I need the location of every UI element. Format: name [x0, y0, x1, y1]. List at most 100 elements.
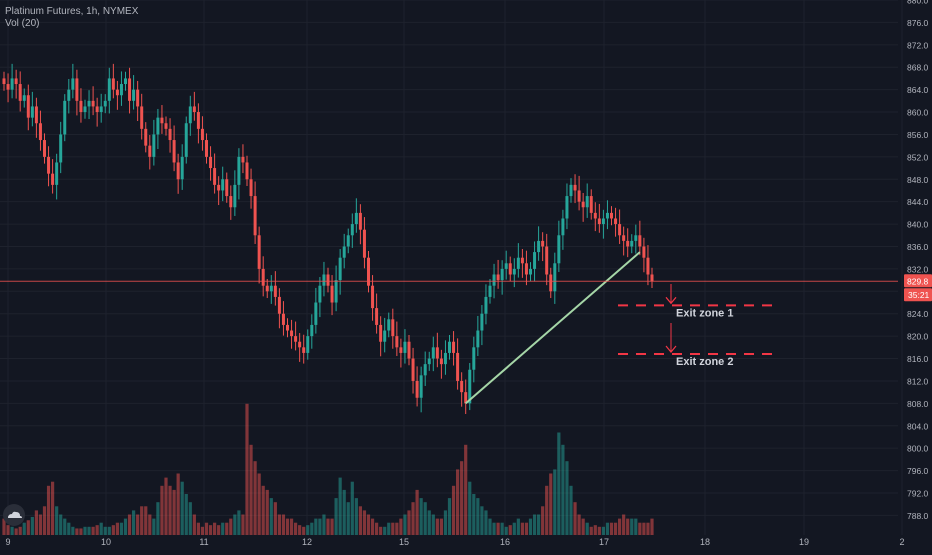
candle-body [257, 235, 261, 269]
candle-body [322, 274, 326, 286]
grid [0, 0, 903, 535]
volume-bar [375, 522, 379, 535]
candle-body [533, 252, 537, 269]
candle-body [342, 246, 346, 258]
volume-bar [213, 522, 217, 535]
volume-bar [387, 522, 391, 535]
candle-body [213, 168, 217, 185]
candle-body [192, 106, 196, 113]
volume-bar [34, 510, 38, 535]
volume-bar [500, 522, 504, 535]
candle-body [144, 128, 148, 146]
candle-body [30, 106, 34, 118]
volume-bar [634, 518, 638, 535]
volume-bar [99, 522, 103, 535]
axes: 788.0 792.0 796.0 800.0 804.0 808.0 812.0 816.0… [5, 0, 932, 547]
volume-bar [164, 477, 168, 535]
candle-body [472, 347, 476, 370]
volume-bar [217, 525, 221, 535]
volume-bar [622, 514, 626, 535]
volume-bar [298, 525, 302, 535]
volume-bar [38, 514, 43, 535]
volume-bar [508, 525, 512, 535]
candle-body [383, 330, 387, 342]
candle-body [273, 285, 277, 297]
volume-bar [334, 498, 338, 535]
volume-bar [630, 518, 634, 535]
candle-body [367, 257, 370, 286]
candle-body [87, 100, 91, 107]
volume-bar [79, 528, 83, 535]
volume-bar [605, 522, 610, 535]
volume-bar [383, 526, 387, 535]
candle-body [294, 336, 298, 342]
symbol-title[interactable]: Platinum Futures, 1h, NYMEX [5, 6, 139, 17]
cloud-icon [8, 511, 22, 518]
candle-body [95, 106, 99, 113]
volume-bar [136, 514, 140, 535]
volume-bar [306, 525, 310, 535]
y-tick-label: 868.0 [907, 63, 929, 73]
volume-bar [618, 518, 622, 535]
candle-body [407, 341, 411, 359]
drawings[interactable]: Exit zone 1 Exit zone 2 [0, 251, 898, 405]
volume-bar [245, 403, 249, 535]
candle-body [91, 100, 95, 107]
candle-body [281, 313, 285, 325]
volume-bar [456, 469, 460, 535]
volume-bar [51, 481, 55, 535]
candle-body [225, 179, 229, 197]
volume-bar [123, 518, 128, 535]
candle-body [176, 162, 180, 180]
exit-zone-label: Exit zone 2 [676, 356, 733, 368]
volume-bar [302, 526, 306, 535]
candle-body [557, 235, 561, 264]
volume-bar [577, 514, 581, 535]
volume-bar [512, 522, 516, 535]
x-tick-label: 15 [399, 537, 409, 547]
volume-bar [484, 510, 488, 535]
volume-bar [176, 473, 180, 535]
candle-body [610, 212, 613, 219]
candle-body [75, 78, 79, 101]
volume-bar [285, 518, 290, 535]
volume-bar [55, 506, 59, 535]
candle-body [265, 285, 269, 292]
candle-body [387, 319, 391, 331]
volume-bar [366, 514, 371, 535]
candle-body [160, 117, 164, 124]
tradingview-logo[interactable] [3, 504, 25, 526]
volume-bar [379, 526, 383, 535]
candle-body [618, 224, 622, 236]
candle-body [350, 224, 354, 236]
volume-bar [152, 518, 156, 535]
candle-body [286, 324, 289, 331]
volume-bar [638, 522, 642, 535]
candle-body [124, 78, 127, 85]
volume-bar [541, 506, 545, 535]
candle-body [375, 308, 379, 325]
candle-body [395, 336, 399, 348]
volume-indicator-label[interactable]: Vol (20) [5, 18, 40, 29]
volume-bar [67, 522, 71, 535]
volume-bar [480, 506, 484, 535]
volume-bar [261, 485, 265, 535]
volume-bar [241, 514, 245, 535]
candle-body [188, 106, 192, 124]
candle-body [196, 112, 200, 129]
volume-bar [314, 518, 318, 535]
volume-bar [132, 510, 136, 535]
candle-body [460, 380, 464, 393]
volume-bar [569, 485, 573, 535]
candle-body [59, 134, 63, 163]
candle-body [431, 347, 435, 359]
countdown-badge [904, 288, 932, 302]
volume-bar [30, 516, 34, 535]
volume-bar [294, 522, 298, 535]
candle-body [488, 285, 492, 297]
x-tick-label: 19 [799, 537, 809, 547]
y-tick-label: 792.0 [907, 488, 929, 498]
candle-body [537, 240, 541, 253]
